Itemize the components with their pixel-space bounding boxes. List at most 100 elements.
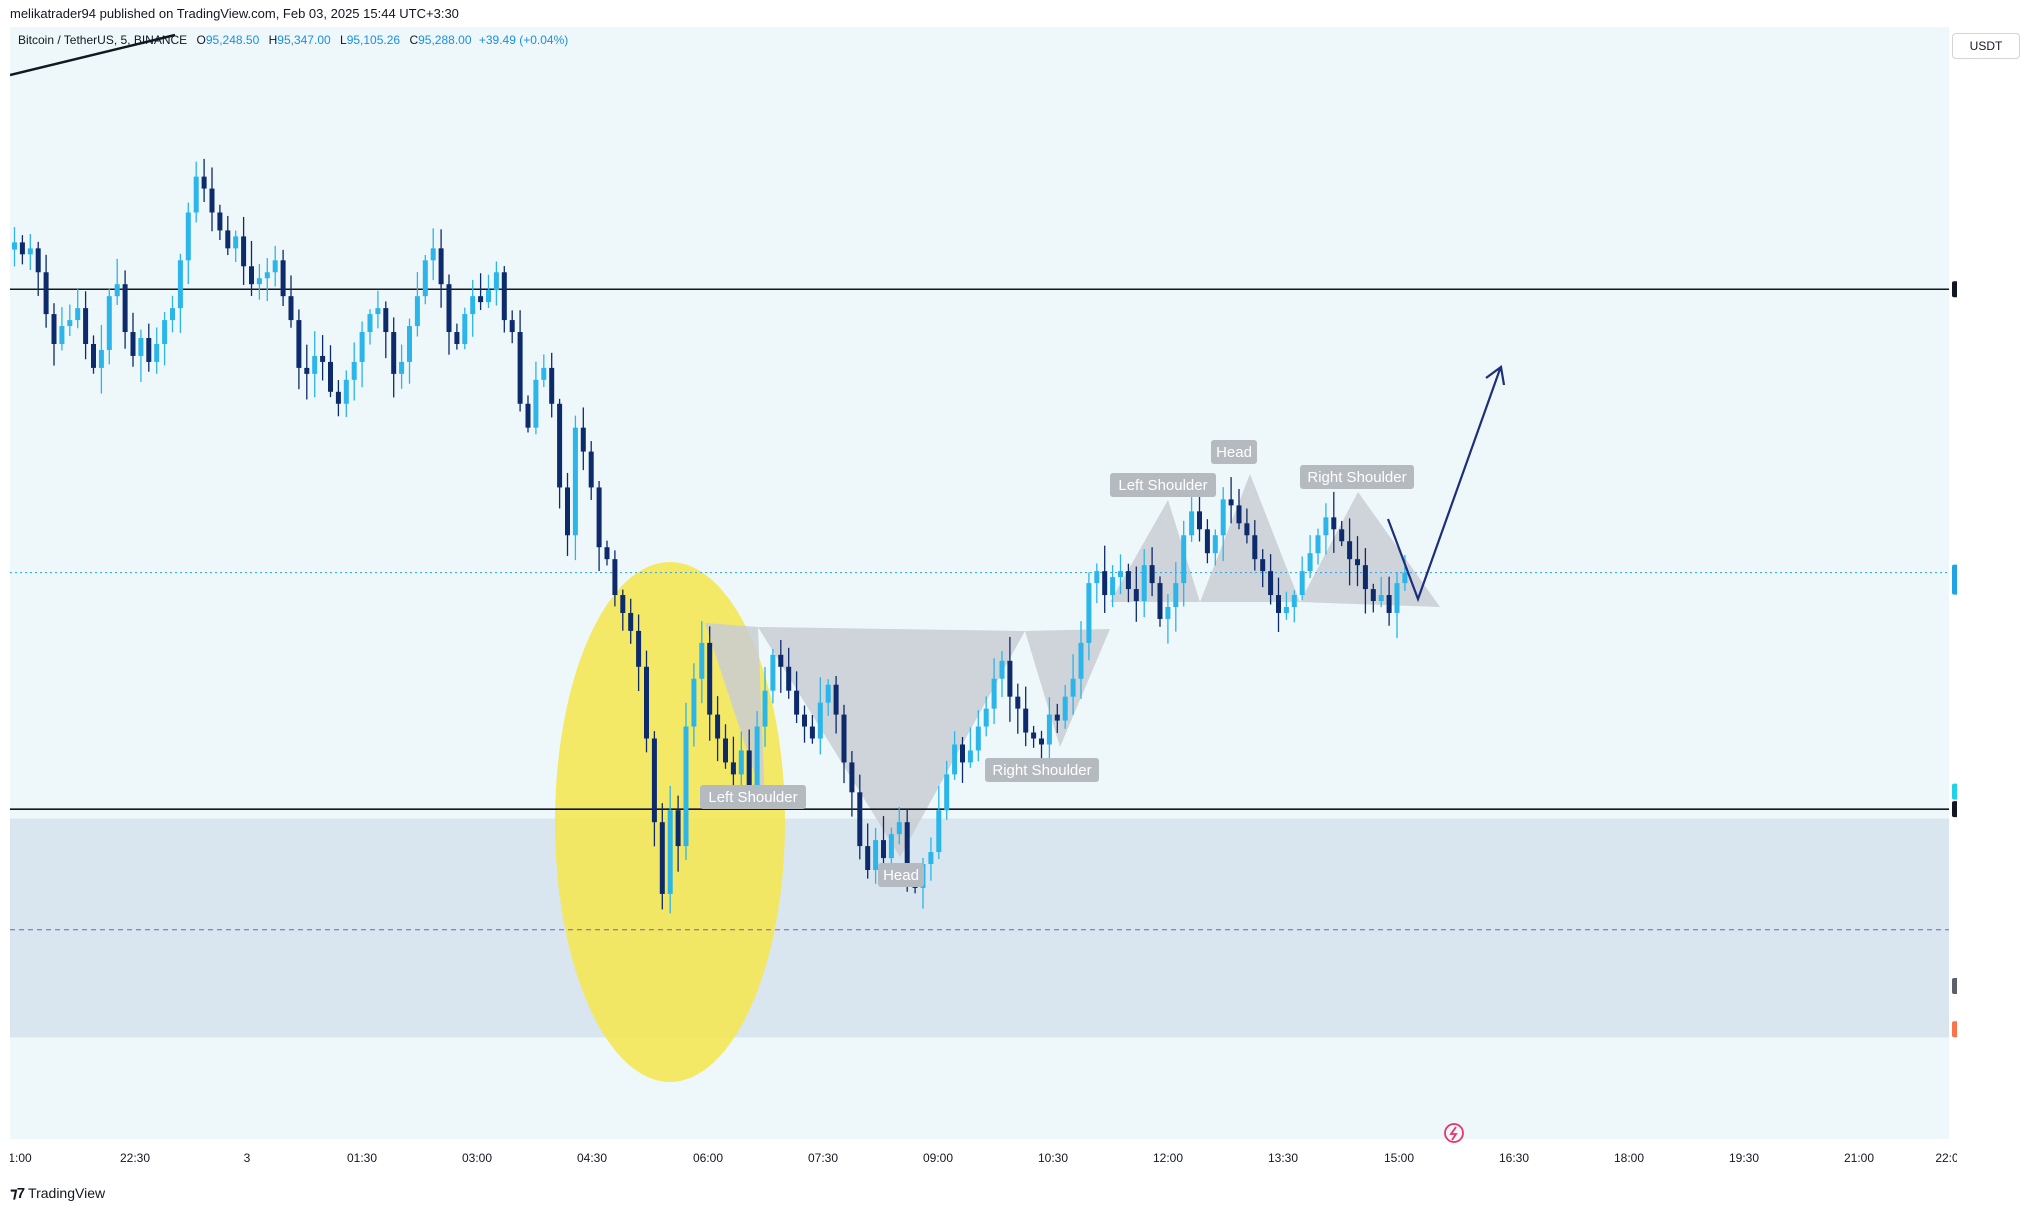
time-tick-label: 06:00 — [693, 1151, 723, 1165]
candle — [462, 307, 468, 350]
candle — [51, 303, 57, 366]
candle — [1141, 549, 1147, 618]
candle — [35, 241, 41, 296]
tradingview-logo-icon: ⁊7 — [10, 1185, 25, 1202]
lightning-icon[interactable] — [1444, 1123, 1464, 1143]
tradingview-brand: TradingView — [28, 1185, 106, 1201]
candle — [27, 234, 33, 271]
candle — [241, 216, 247, 285]
candle — [304, 344, 310, 400]
candle-body — [849, 762, 855, 793]
candle — [177, 253, 183, 333]
label-right-shoulder-2[interactable]: Right Shoulder — [1300, 465, 1414, 489]
candle — [272, 245, 278, 287]
currency-button[interactable]: USDT — [1952, 33, 2020, 59]
chart-svg[interactable]: Left Shoulder Head Right Shoulder Left S… — [10, 27, 1957, 1174]
candle-body — [407, 326, 412, 362]
candle — [786, 647, 792, 699]
candle — [43, 254, 49, 328]
candle-body — [1141, 565, 1147, 602]
chart-area[interactable]: Left Shoulder Head Right Shoulder Left S… — [10, 27, 1957, 1174]
time-tick-label: 09:00 — [923, 1151, 953, 1165]
candle — [414, 272, 420, 337]
candle-body — [1244, 523, 1250, 536]
projection-arrowhead — [1485, 365, 1506, 386]
price-tag[interactable]: 95,288.0000:08 — [1952, 564, 1957, 595]
candle-body — [1291, 595, 1297, 607]
candle — [1276, 577, 1281, 632]
candle — [430, 228, 436, 281]
candle — [225, 215, 231, 256]
candle-body — [343, 379, 349, 404]
candle — [399, 344, 405, 389]
label-right-shoulder-1[interactable]: Right Shoulder — [985, 758, 1099, 782]
candle-body — [1197, 511, 1202, 530]
time-tick-label: 1:00 — [10, 1151, 32, 1165]
price-tag[interactable]: 91,468.28 — [1952, 1021, 1957, 1038]
legend-high: 95,347.00 — [277, 33, 331, 47]
candle — [604, 540, 610, 566]
candle-body — [1355, 559, 1360, 566]
candle — [114, 258, 120, 306]
time-tick-label: 10:30 — [1038, 1151, 1068, 1165]
candle — [19, 235, 25, 265]
pattern-2-left-shoulder-shape[interactable] — [1110, 500, 1200, 602]
label-left-shoulder-2[interactable]: Left Shoulder — [1110, 473, 1216, 497]
candle-body — [975, 726, 981, 751]
candle — [557, 398, 563, 509]
symbol-legend[interactable]: Bitcoin / TetherUS, 5, BINANCE O95,248.5… — [18, 33, 568, 47]
candle-body — [391, 332, 397, 374]
candle-body — [809, 726, 815, 739]
candle — [288, 275, 294, 328]
pattern-1-head-shape[interactable] — [758, 627, 1025, 857]
candle — [296, 309, 302, 390]
svg-text:Right Shoulder: Right Shoulder — [1307, 469, 1406, 486]
candle — [1220, 487, 1226, 562]
candle — [217, 204, 223, 241]
candle — [201, 158, 207, 203]
price-tag[interactable]: 91,829.47 — [1952, 978, 1957, 995]
candle-body — [288, 296, 294, 321]
candle — [636, 614, 642, 692]
candle — [873, 827, 879, 884]
candle-body — [185, 212, 191, 261]
price-tag[interactable]: 97,657.88 — [1952, 281, 1957, 298]
tradingview-logo[interactable]: ⁊7 TradingView — [10, 1184, 105, 1202]
candle — [817, 677, 823, 755]
candle-body — [170, 308, 175, 321]
time-tick-label: 12:00 — [1153, 1151, 1183, 1165]
candle-body — [1260, 559, 1266, 572]
candle-body — [991, 678, 997, 709]
candle-body — [209, 188, 215, 213]
candle — [825, 679, 831, 716]
time-axis-background[interactable] — [10, 1139, 1949, 1174]
candle-body — [1118, 571, 1123, 578]
price-scale-background[interactable] — [1949, 27, 1957, 1174]
price-scale-tags: 97,657.88 95,288.0000:08 93,455.3093,308.7… — [1952, 281, 1957, 1038]
trend-line-top-left[interactable] — [10, 33, 176, 77]
candle-body — [1086, 583, 1092, 643]
candle-body — [596, 487, 602, 548]
label-left-shoulder-1[interactable]: Left Shoulder — [700, 785, 806, 809]
candle — [533, 361, 539, 435]
label-head-1[interactable]: Head — [878, 863, 924, 887]
label-head-2[interactable]: Head — [1211, 440, 1257, 464]
candle-body — [1283, 607, 1289, 613]
candle — [549, 352, 555, 418]
candle — [1244, 508, 1250, 544]
candle — [1315, 528, 1321, 565]
time-tick-label: 21:00 — [1844, 1151, 1874, 1165]
time-tick-label: 01:30 — [347, 1151, 377, 1165]
candle-body — [154, 343, 160, 362]
candle — [1299, 556, 1305, 600]
price-tag[interactable]: 93,455.30 — [1952, 783, 1957, 800]
price-tag[interactable]: 93,308.79 — [1952, 801, 1957, 818]
candle-body — [328, 361, 333, 392]
pattern-2-head-shape[interactable] — [1200, 474, 1300, 602]
candle — [249, 240, 254, 296]
candle-body — [225, 230, 231, 249]
support-zone[interactable] — [10, 818, 1949, 1038]
projection-arrow[interactable] — [1386, 368, 1502, 603]
candle-body — [1070, 678, 1076, 697]
candle-body — [1031, 732, 1037, 739]
